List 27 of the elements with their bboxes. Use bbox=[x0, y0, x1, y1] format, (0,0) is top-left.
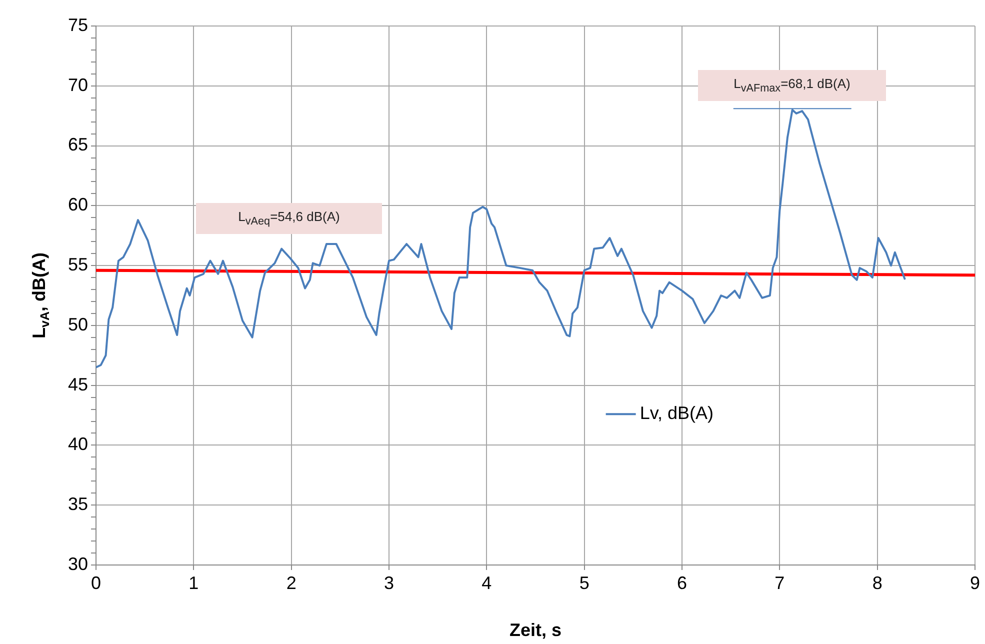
x-tick-label: 0 bbox=[90, 572, 102, 593]
y-tick-label: 65 bbox=[68, 134, 88, 155]
x-tick-label: 2 bbox=[286, 572, 296, 593]
x-axis-title: Zeit, s bbox=[509, 620, 562, 640]
x-tick-label: 7 bbox=[774, 572, 785, 593]
callout-box: L$_{vAFmax}$=68,1 dB(A) bbox=[698, 70, 886, 101]
y-axis-title: LvA, dB(A) bbox=[28, 252, 52, 339]
x-tick-label: 8 bbox=[872, 572, 882, 593]
x-tick-label: 4 bbox=[482, 572, 492, 593]
x-tick-label: 6 bbox=[676, 572, 688, 593]
x-tick-label: 9 bbox=[970, 572, 980, 593]
x-tick-label: 5 bbox=[579, 572, 590, 593]
y-tick-label: 30 bbox=[68, 554, 88, 574]
y-tick-label: 60 bbox=[68, 194, 88, 215]
x-tick-label: 3 bbox=[384, 572, 394, 593]
annotation: L$_{vAFmax}$=68,1 dB(A) bbox=[734, 76, 850, 95]
y-tick-label: 50 bbox=[68, 314, 88, 334]
x-tick-label: 1 bbox=[188, 572, 199, 593]
callout-box: L$_{vAeq}$=54,6 dB(A) bbox=[196, 203, 382, 234]
y-tick-label: 55 bbox=[68, 254, 88, 275]
y-tick-label: 75 bbox=[68, 14, 88, 35]
y-tick-label: 70 bbox=[68, 74, 88, 95]
y-tick-label: 35 bbox=[68, 494, 88, 514]
legend-label: Lv, dB(A) bbox=[640, 403, 714, 424]
y-tick-label: 40 bbox=[68, 434, 88, 454]
y-tick-label: 45 bbox=[68, 374, 88, 394]
annotation: L$_{vAeq}$=54,6 dB(A) bbox=[238, 209, 340, 228]
